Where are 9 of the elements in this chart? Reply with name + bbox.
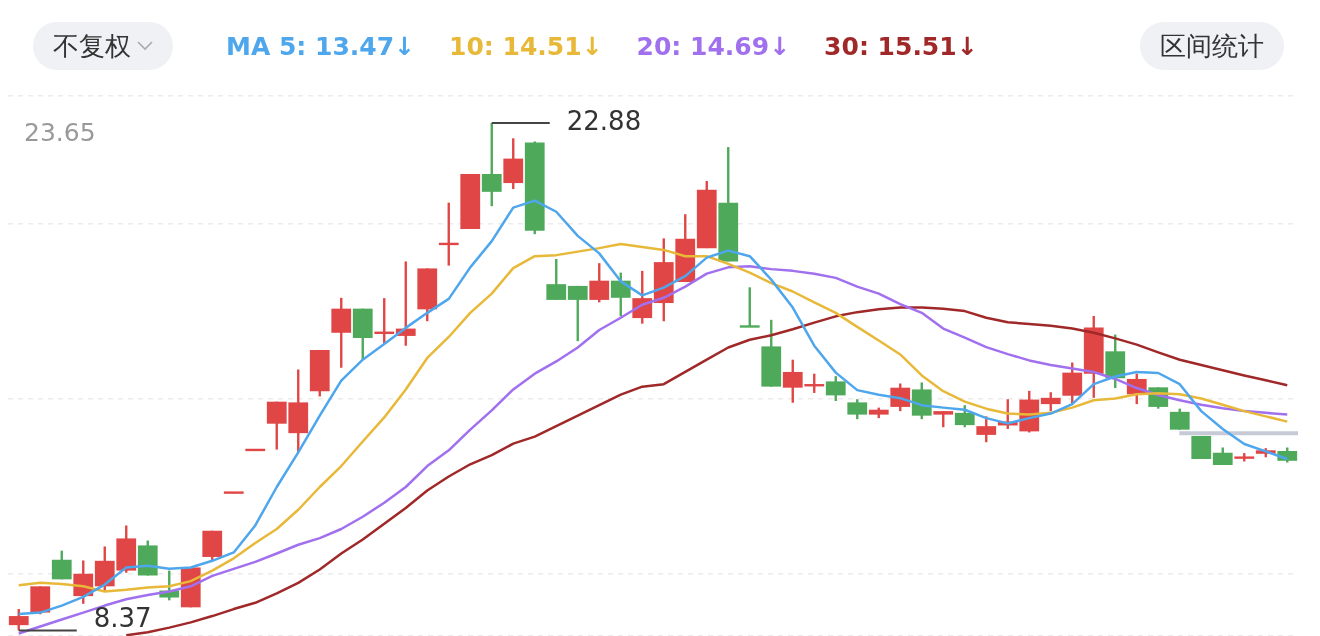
text: 20: 14.69↓ <box>636 31 791 61</box>
annotation: 22.88 <box>566 105 642 136</box>
text: 10: 14.51↓ <box>449 31 603 61</box>
text: 30: 15.51↓ <box>824 31 978 61</box>
text: MA 5: 13.47↓ <box>226 31 416 61</box>
annotation: 23.65 <box>24 117 96 147</box>
annotation: 8.37 <box>93 602 152 633</box>
text: 不复权 <box>53 29 131 63</box>
text: 区间统计 <box>1140 22 1284 70</box>
